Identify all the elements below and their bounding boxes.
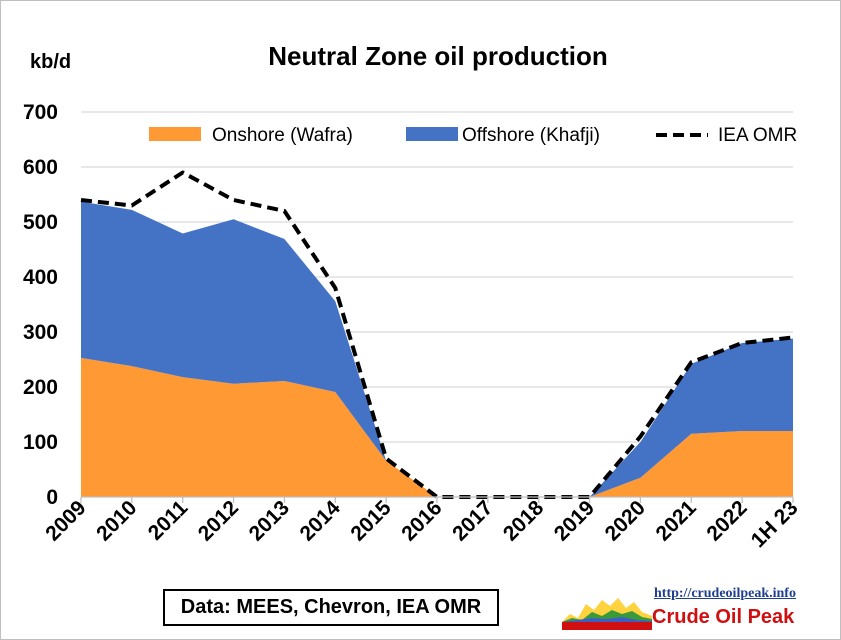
y-tick-label: 500 (23, 211, 58, 234)
x-tick-label: 2010 (92, 496, 141, 545)
x-tick-label: 1H 23 (747, 496, 803, 552)
x-tick-label: 2016 (397, 496, 446, 545)
y-tick-label: 300 (23, 321, 58, 344)
x-tick-labels: 2009 2010 2011 2012 2013 2014 2015 2016 2017 2018… (41, 496, 802, 552)
x-tick-label: 2012 (194, 496, 243, 545)
x-tick-label: 2015 (346, 496, 396, 546)
x-tick-label: 2013 (245, 496, 294, 545)
logo-brand-name: Crude Oil Peak (652, 606, 795, 628)
y-tick-label: 200 (23, 376, 58, 399)
y-axis-unit-label: kb/d (30, 51, 71, 73)
y-tick-label: 400 (23, 266, 58, 289)
y-tick-label: 700 (23, 101, 58, 124)
x-tick-label: 2022 (702, 496, 751, 545)
logo-url-link[interactable]: http://crudeoilpeak.info (654, 586, 796, 601)
legend-swatch (149, 127, 201, 141)
x-tick-label: 2011 (144, 496, 193, 545)
crude-oil-peak-logo: http://crudeoilpeak.info Crude Oil Peak (562, 586, 822, 632)
legend-label: Onshore (Wafra) (212, 125, 353, 146)
data-source-box: Data: MEES, Chevron, IEA OMR (163, 589, 499, 626)
y-tick-label: 600 (23, 156, 58, 179)
axes (80, 496, 794, 503)
x-tick-label: 2020 (601, 496, 650, 545)
y-tick-label: 100 (23, 431, 58, 454)
chart-title: Neutral Zone oil production (268, 41, 607, 71)
plot-areas (81, 201, 793, 497)
x-tick-label: 2019 (550, 496, 599, 545)
area-onshore-wafra (81, 357, 793, 497)
legend-label: Offshore (Khafji) (462, 125, 600, 146)
legend-label: IEA OMR (718, 125, 797, 146)
x-tick-label: 2014 (296, 496, 346, 546)
x-tick-label: 2017 (448, 496, 497, 545)
y-tick-label: 0 (46, 486, 58, 509)
oil-peak-logo-icon (562, 598, 652, 630)
area-offshore-khafji (81, 201, 793, 497)
x-tick-label: 2018 (499, 496, 549, 546)
y-tick-labels: 0 100 200 300 400 500 600 700 (23, 101, 58, 509)
legend-swatch (406, 127, 458, 141)
x-tick-label: 2021 (652, 496, 702, 546)
legend: Onshore (Wafra) Offshore (Khafji) IEA OMR (149, 125, 797, 146)
